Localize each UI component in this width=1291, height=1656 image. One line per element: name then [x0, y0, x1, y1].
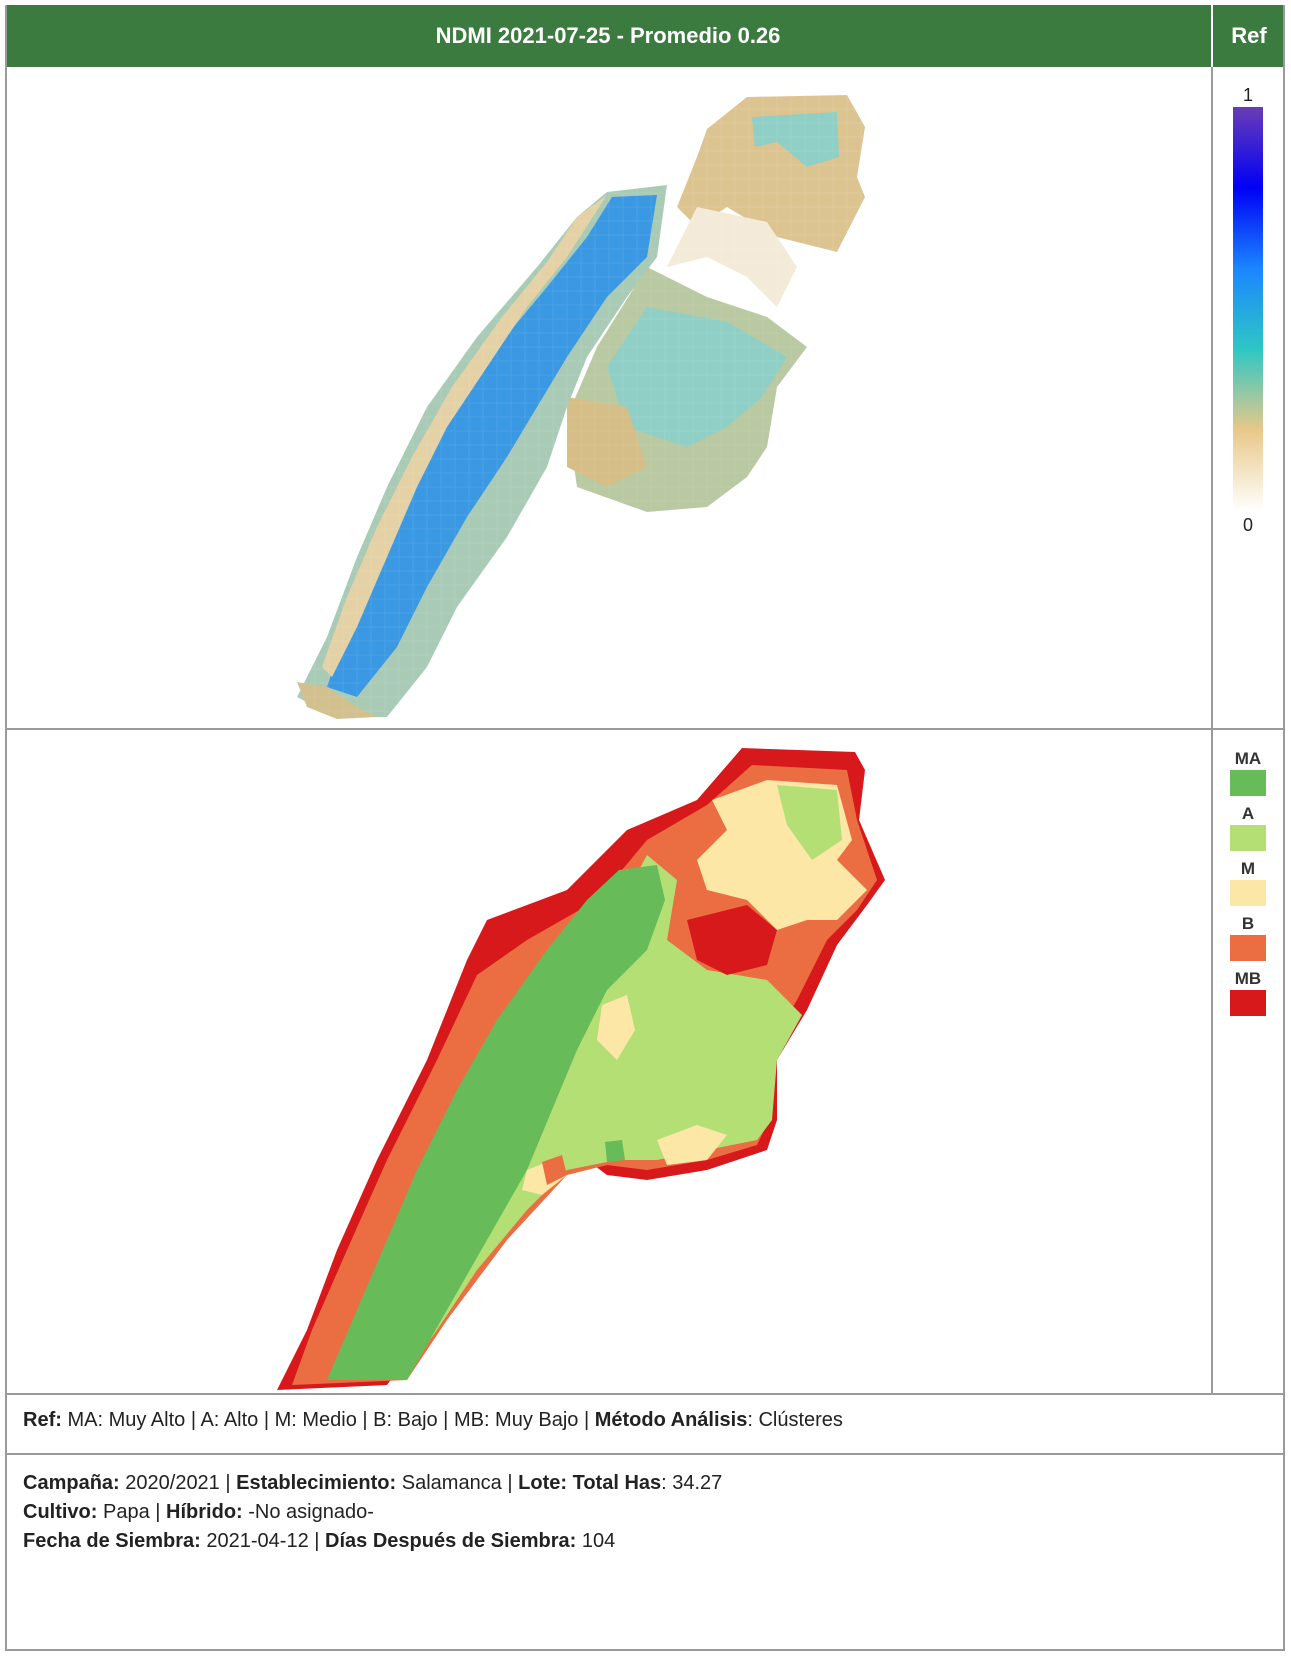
scale-min-label: 0: [1242, 515, 1253, 535]
legend-item-mb: MB: [1213, 970, 1283, 1016]
legend-item-m: M: [1213, 860, 1283, 906]
cluster-m-patch: [597, 995, 635, 1060]
legend-swatch: [1230, 880, 1266, 906]
ndmi-color-scale: [1233, 107, 1263, 511]
days-value: 104: [581, 1530, 616, 1552]
cluster-mb-core: [687, 905, 777, 975]
sowing-date-label: Fecha de Siembra:: [23, 1530, 201, 1552]
days-label: Días Después de Siembra:: [325, 1530, 577, 1552]
legend-code: B: [1241, 914, 1255, 933]
legend-swatch: [1230, 825, 1266, 851]
sowing-date-value: 2021-04-12: [206, 1530, 309, 1552]
ndmi-map-panel: [7, 67, 1211, 728]
cluster-a-north: [777, 785, 842, 860]
separator: |: [507, 1472, 513, 1494]
scale-max-label: 1: [1242, 85, 1253, 105]
legend-code: MA: [1234, 749, 1262, 768]
details-line-2: Cultivo: Papa | Híbrido: -No asignado-: [23, 1498, 722, 1527]
hybrid-label: Híbrido:: [166, 1501, 243, 1523]
method-value: : Clústeres: [747, 1409, 843, 1431]
establishment-label: Establecimiento:: [236, 1472, 397, 1494]
details-line-3: Fecha de Siembra: 2021-04-12 | Días Desp…: [23, 1527, 722, 1556]
cluster-legend: MA A M B MB: [1213, 730, 1283, 1393]
border-bottom: [5, 1649, 1285, 1651]
details-line-1: Campaña: 2020/2021 | Establecimiento: Sa…: [23, 1469, 722, 1498]
legend-swatch: [1230, 935, 1266, 961]
ndmi-map: [7, 67, 1211, 728]
lot-label: Lote:: [518, 1472, 568, 1494]
border-right: [1283, 5, 1285, 1651]
cluster-ma-patch: [605, 1140, 625, 1162]
ref-text: MA: Muy Alto | A: Alto | M: Medio | B: B…: [67, 1409, 590, 1431]
legend-item-b: B: [1213, 915, 1283, 961]
total-has-label: Total Has: [572, 1472, 662, 1494]
legend-code: MB: [1234, 969, 1262, 988]
legend-code: A: [1241, 804, 1255, 823]
crop-value: Papa: [103, 1501, 150, 1523]
border-left: [5, 5, 7, 1651]
total-has-value: : 34.27: [661, 1472, 723, 1494]
campaign-value: 2020/2021: [125, 1472, 220, 1494]
legend-code: M: [1240, 859, 1256, 878]
cluster-b-patch: [542, 1155, 567, 1185]
row-divider: [5, 1393, 1285, 1395]
row-divider: [5, 728, 1285, 730]
campaign-label: Campaña:: [23, 1472, 120, 1494]
legend-swatch: [1230, 770, 1266, 796]
cluster-a: [387, 855, 802, 1380]
cluster-map: [277, 748, 885, 1390]
ref-header: Ref: [1213, 5, 1285, 67]
method-label: Método Análisis: [594, 1409, 748, 1431]
ref-label: Ref:: [23, 1409, 62, 1431]
row-divider: [5, 1453, 1285, 1455]
column-divider: [1211, 67, 1213, 1395]
cluster-ma: [327, 865, 665, 1380]
legend-item-ma: MA: [1213, 750, 1283, 796]
report-frame: NDMI 2021-07-25 - Promedio 0.26 Ref: [5, 5, 1285, 1651]
cluster-map-panel: [7, 730, 1211, 1393]
ndmi-scale-panel: 1 0: [1213, 67, 1283, 728]
establishment-value: Salamanca: [401, 1472, 502, 1494]
separator: |: [314, 1530, 320, 1552]
lot-details: Campaña: 2020/2021 | Establecimiento: Sa…: [23, 1469, 722, 1556]
ref-footnote: Ref: MA: Muy Alto | A: Alto | M: Medio |…: [23, 1409, 843, 1432]
cluster-m-patch: [657, 1125, 727, 1165]
separator: |: [225, 1472, 231, 1494]
legend-swatch: [1230, 990, 1266, 1016]
report-title: NDMI 2021-07-25 - Promedio 0.26: [5, 5, 1211, 67]
hybrid-value: -No asignado-: [248, 1501, 374, 1523]
crop-label: Cultivo:: [23, 1501, 98, 1523]
legend-item-a: A: [1213, 805, 1283, 851]
separator: |: [155, 1501, 161, 1523]
